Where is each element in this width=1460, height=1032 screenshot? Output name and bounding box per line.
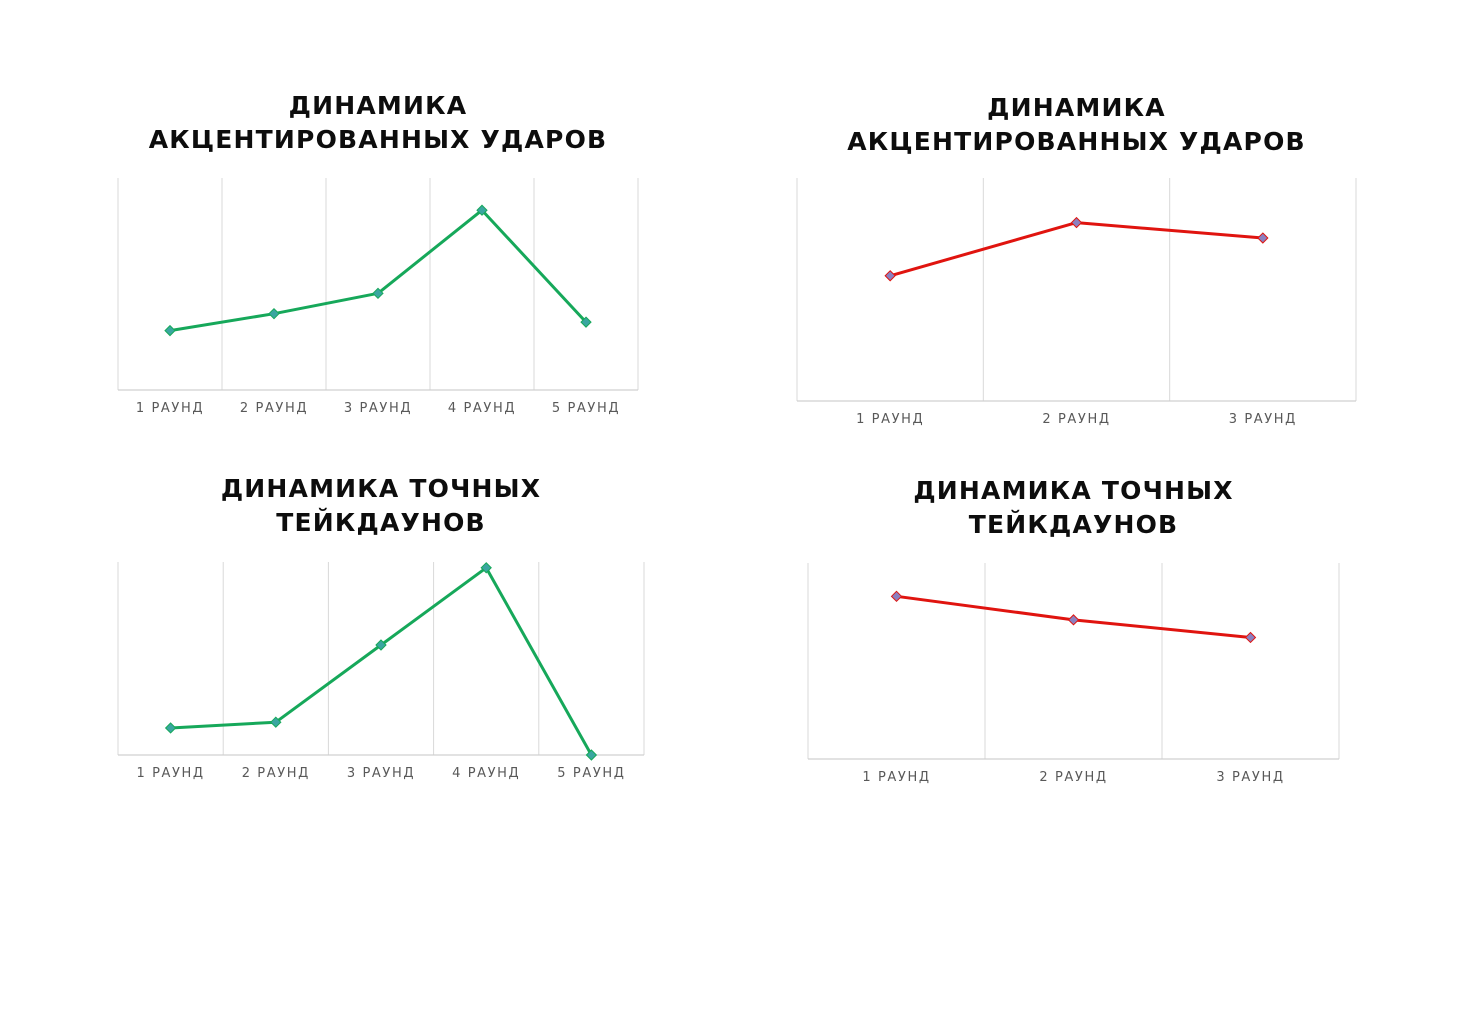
data-point-marker	[890, 590, 903, 603]
data-point-marker	[268, 307, 280, 320]
chart-2-title-line-1: ДИНАМИКА	[987, 93, 1166, 122]
data-point-marker	[1257, 232, 1269, 244]
data-point-marker	[1244, 631, 1257, 644]
data-point-marker	[1067, 614, 1080, 626]
data-point-marker	[585, 749, 598, 761]
data-point-marker	[580, 316, 592, 328]
data-point-marker	[164, 722, 177, 734]
data-point-marker	[270, 716, 282, 728]
data-point-marker	[1070, 216, 1083, 229]
x-tick-label: 3 РАУНД	[1229, 412, 1297, 427]
chart-3-title-line-1: ДИНАМИКА ТОЧНЫХ	[220, 474, 542, 503]
data-point-marker	[372, 287, 384, 300]
chart-2-title-line-2: АКЦЕНТИРОВАННЫХ УДАРОВ	[847, 127, 1306, 156]
x-tick-label: 2 РАУНД	[242, 766, 310, 781]
x-tick-label: 5 РАУНД	[552, 401, 620, 416]
x-tick-label: 2 РАУНД	[1039, 770, 1107, 785]
chart-4-title: ДИНАМИКА ТОЧНЫХ ТЕЙКДАУНОВ	[808, 474, 1339, 542]
data-point-marker	[476, 204, 488, 216]
chart-1-title-line-2: АКЦЕНТИРОВАННЫХ УДАРОВ	[148, 125, 608, 154]
x-tick-label: 1 РАУНД	[856, 412, 924, 427]
data-point-marker	[480, 562, 492, 574]
data-point-marker	[375, 639, 387, 651]
chart-1-title: ДИНАМИКА АКЦЕНТИРОВАННЫХ УДАРОВ	[118, 89, 638, 157]
x-tick-label: 3 РАУНД	[344, 401, 412, 416]
data-point-marker	[884, 270, 896, 282]
x-tick-label: 1 РАУНД	[862, 770, 930, 785]
x-tick-label: 1 РАУНД	[136, 766, 204, 781]
chart-3-title: ДИНАМИКА ТОЧНЫХ ТЕЙКДАУНОВ	[118, 472, 644, 540]
data-point-marker	[164, 324, 176, 337]
x-tick-label: 4 РАУНД	[448, 401, 516, 416]
x-tick-label: 2 РАУНД	[240, 401, 308, 416]
x-tick-label: 2 РАУНД	[1042, 412, 1110, 427]
x-tick-label: 3 РАУНД	[1216, 770, 1284, 785]
x-tick-label: 3 РАУНД	[347, 766, 415, 781]
chart-1-title-line-1: ДИНАМИКА	[288, 91, 468, 120]
x-tick-label: 5 РАУНД	[557, 766, 625, 781]
chart-4-title-line-2: ТЕЙКДАУНОВ	[968, 510, 1179, 539]
chart-4-title-line-1: ДИНАМИКА ТОЧНЫХ	[913, 476, 1234, 505]
x-tick-label: 1 РАУНД	[136, 401, 204, 416]
x-tick-label: 4 РАУНД	[452, 766, 520, 781]
chart-3-title-line-2: ТЕЙКДАУНОВ	[276, 508, 486, 537]
chart-2-title: ДИНАМИКА АКЦЕНТИРОВАННЫХ УДАРОВ	[797, 91, 1356, 159]
